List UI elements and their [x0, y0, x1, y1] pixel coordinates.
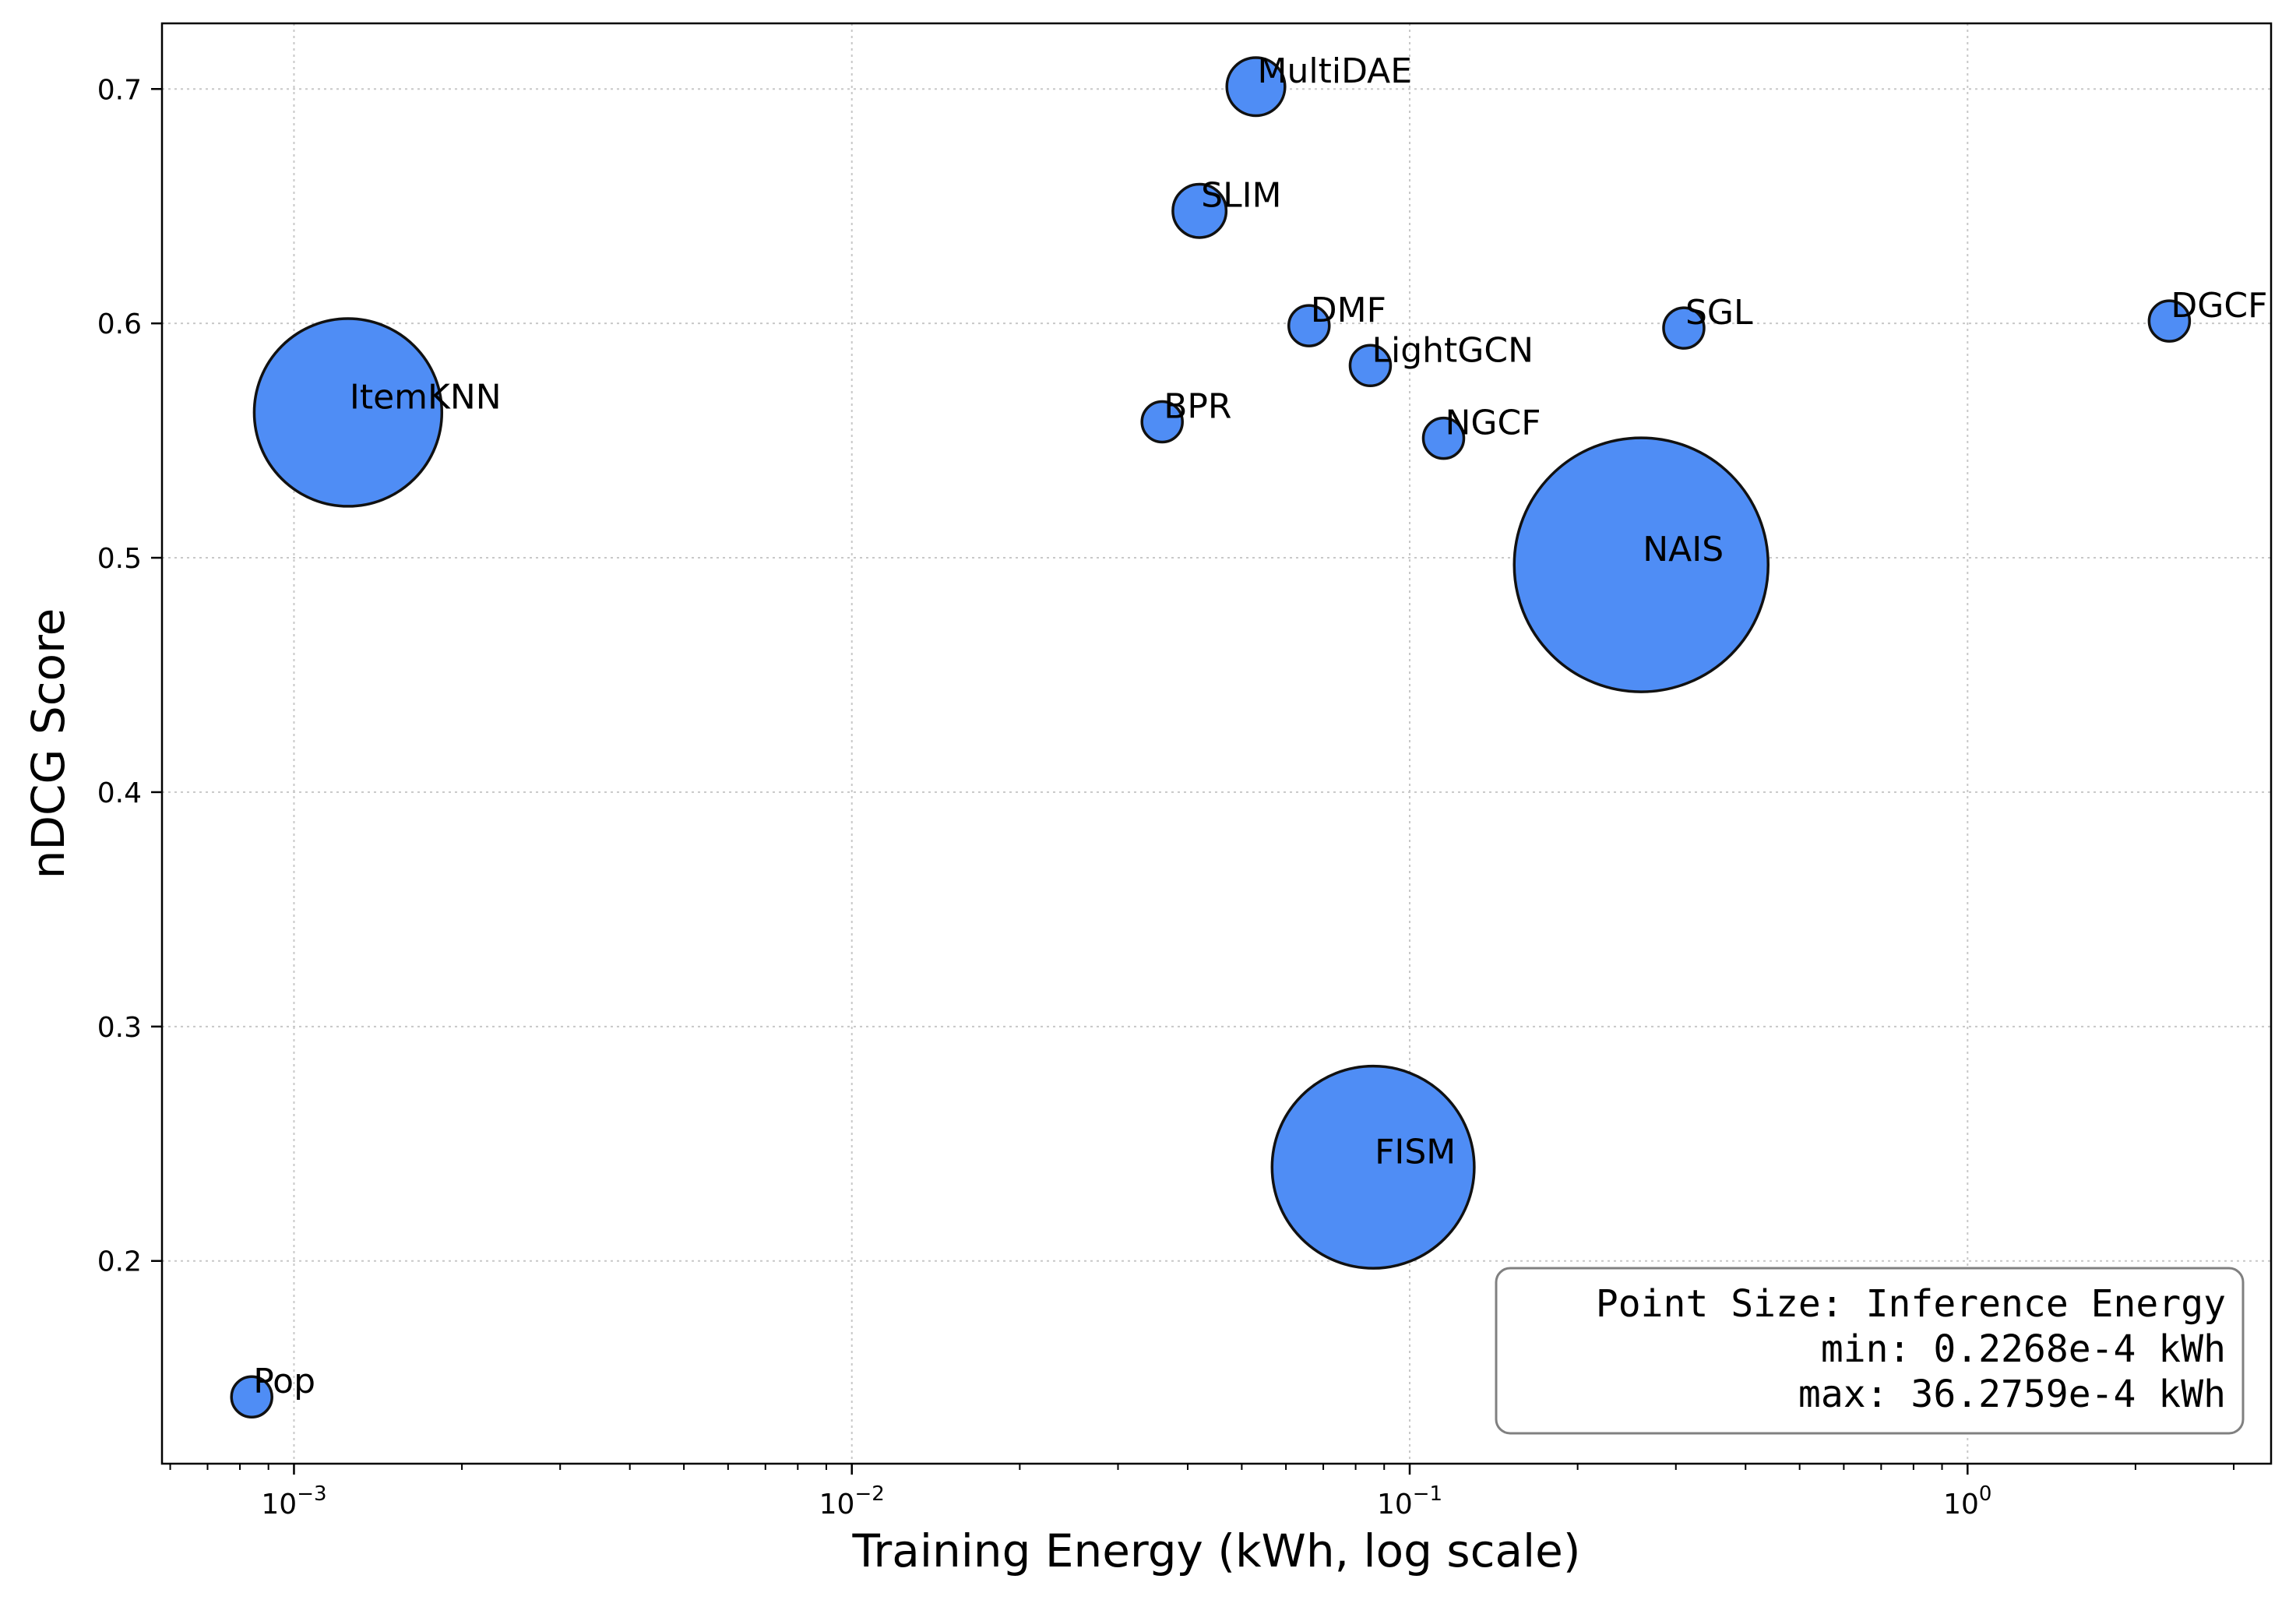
data-point-slim — [1171, 182, 1228, 239]
data-point-itemknn — [252, 317, 444, 508]
point-label-itemknn: ItemKNN — [350, 377, 502, 417]
y-tick-label: 0.3 — [97, 1012, 142, 1044]
y-tick-label: 0.5 — [97, 543, 142, 575]
data-point-multidae — [1225, 56, 1287, 118]
data-point-bpr — [1140, 400, 1184, 444]
point-label-nais: NAIS — [1643, 530, 1724, 569]
data-point-dmf — [1287, 304, 1331, 347]
data-point-nais — [1512, 436, 1770, 693]
point-label-ngcf: NGCF — [1445, 404, 1541, 443]
x-axis: 10−3 10−2 10−1 100 — [169, 1464, 2235, 1521]
x-tick-label: 100 — [1943, 1482, 1991, 1521]
point-label-fism: FISM — [1375, 1132, 1456, 1172]
data-point-sgl — [1662, 306, 1706, 350]
data-point-dgcf — [2147, 299, 2192, 343]
y-axis-label: nDCG Score — [22, 608, 75, 879]
x-tick-label: 10−1 — [1377, 1482, 1442, 1521]
x-tick-label: 10−3 — [261, 1482, 326, 1521]
plot-area-frame — [160, 22, 2273, 1465]
y-tick-label: 0.4 — [97, 777, 142, 809]
data-point-lightgcn — [1348, 344, 1393, 388]
x-tick-label: 10−2 — [819, 1482, 885, 1521]
point-label-sgl: SGL — [1685, 293, 1753, 333]
y-tick-label: 0.7 — [97, 74, 142, 106]
point-label-pop: Pop — [253, 1362, 315, 1401]
legend-max-value: max: 36.2759e-4 kWh — [1798, 1373, 2226, 1416]
data-point-ngcf — [1421, 416, 1466, 460]
y-tick-label: 0.6 — [97, 308, 142, 340]
point-label-multidae: MultiDAE — [1258, 51, 1413, 91]
point-label-bpr: BPR — [1164, 387, 1231, 427]
data-point-pop — [230, 1375, 273, 1419]
legend-frame — [1495, 1267, 2245, 1435]
legend-title: Point Size: Inference Energy — [1596, 1282, 2226, 1326]
point-label-slim: SLIM — [1201, 176, 1281, 216]
grid-layer — [162, 23, 2271, 1464]
point-label-dgcf: DGCF — [2171, 286, 2267, 326]
points-layer — [230, 56, 2192, 1419]
data-point-fism — [1270, 1064, 1476, 1270]
point-label-dmf: DMF — [1311, 291, 1386, 330]
point-label-lightgcn: LightGCN — [1372, 330, 1534, 370]
y-axis: 0.2 0.3 0.4 0.5 0.6 0.7 — [97, 74, 162, 1278]
y-tick-label: 0.2 — [97, 1246, 142, 1278]
x-axis-label: Training Energy (kWh, log scale) — [852, 1524, 1581, 1577]
legend-min-value: min: 0.2268e-4 kWh — [1821, 1327, 2226, 1371]
size-legend-box: Point Size: Inference Energy min: 0.2268… — [1495, 1267, 2245, 1435]
